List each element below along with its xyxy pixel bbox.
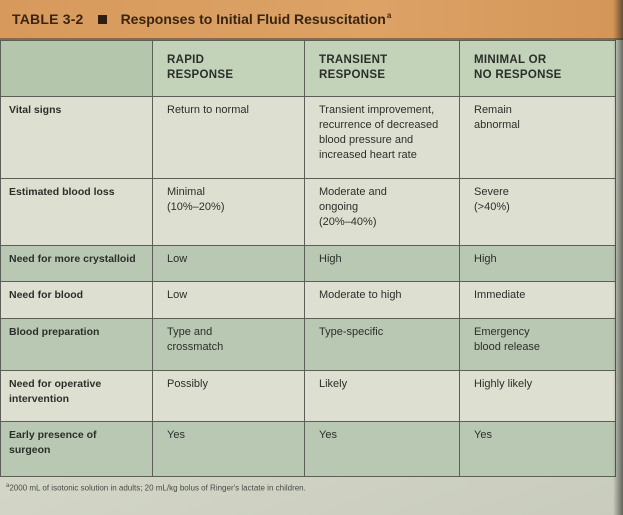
cell-line: Yes <box>474 429 492 441</box>
cell-line: recurrence of decreased <box>319 119 439 131</box>
cell-transient: Type-specific <box>304 318 460 371</box>
header-row: RAPID RESPONSE TRANSIENT RESPONSE MINIMA… <box>0 40 616 97</box>
header-line: RESPONSE <box>167 69 234 81</box>
cell-line: (>40%) <box>474 201 510 213</box>
row-label-need-for-operative-intervention: Need for operative intervention <box>0 370 153 422</box>
row-label-need-for-blood: Need for blood <box>0 281 153 319</box>
cell-transient: Transient improvement, recurrence of dec… <box>304 96 460 179</box>
cell-line: Low <box>167 289 188 301</box>
cell-line: Low <box>167 253 188 265</box>
table-title: Responses to Initial Fluid Resuscitation… <box>121 11 392 27</box>
cell-line: blood release <box>474 341 541 353</box>
cell-line: High <box>474 253 497 265</box>
cell-transient: Yes <box>304 421 460 477</box>
cell-line: (20%–40%) <box>319 216 377 228</box>
row-label-line: Need for blood <box>9 289 84 301</box>
cell-rapid: Low <box>152 281 305 319</box>
row-label-blood-preparation: Blood preparation <box>0 318 153 371</box>
row-label-line: surgeon <box>9 444 51 456</box>
header-line: RAPID <box>167 54 205 66</box>
header-line: MINIMAL OR <box>474 54 547 66</box>
cell-line: Return to normal <box>167 104 249 116</box>
cell-line: Minimal <box>167 186 205 198</box>
row-label-line: Need for operative <box>9 378 102 390</box>
table-row: Estimated blood loss Minimal (10%–20%) M… <box>0 178 616 246</box>
cell-minimal: Immediate <box>459 281 616 319</box>
row-label-line: Early presence of <box>9 429 97 441</box>
cell-rapid: Possibly <box>152 370 305 422</box>
table-row: Need for more crystalloid Low High High <box>0 245 616 282</box>
table-row: Need for blood Low Moderate to high Imme… <box>0 281 616 319</box>
header-line: TRANSIENT <box>319 54 388 66</box>
row-label-estimated-blood-loss: Estimated blood loss <box>0 178 153 246</box>
square-bullet-icon <box>97 14 107 24</box>
table-row: Early presence of surgeon Yes Yes Yes <box>0 421 616 477</box>
cell-transient: Likely <box>304 370 460 422</box>
cell-rapid: Minimal (10%–20%) <box>152 178 305 246</box>
cell-line: abnormal <box>474 119 520 131</box>
cell-rapid: Type and crossmatch <box>152 318 305 371</box>
cell-line: Type-specific <box>319 326 384 338</box>
cell-transient: Moderate to high <box>304 281 460 319</box>
cell-minimal: Severe (>40%) <box>459 178 616 246</box>
cell-line: Moderate to high <box>319 289 402 301</box>
table-row: Blood preparation Type and crossmatch Ty… <box>0 318 616 371</box>
cell-line: Remain <box>474 104 512 116</box>
cell-line: Yes <box>167 429 185 441</box>
cell-line: Possibly <box>167 378 208 390</box>
cell-line: Likely <box>319 378 348 390</box>
header-line: NO RESPONSE <box>474 69 562 81</box>
row-label-line: Estimated blood loss <box>9 186 115 198</box>
fluid-response-table: RAPID RESPONSE TRANSIENT RESPONSE MINIMA… <box>0 40 616 477</box>
header-minimal-response: MINIMAL OR NO RESPONSE <box>459 40 616 97</box>
cell-line: Type and <box>167 326 213 338</box>
cell-line: High <box>319 253 342 265</box>
table-number: TABLE 3-2 <box>12 11 84 27</box>
header-line: RESPONSE <box>319 69 386 81</box>
cell-line: Transient improvement, <box>319 104 435 116</box>
cell-line: increased heart rate <box>319 149 417 161</box>
footnote-text: 2000 mL of isotonic solution in adults; … <box>9 483 306 493</box>
row-label-early-presence-of-surgeon: Early presence of surgeon <box>0 421 153 477</box>
header-transient-response: TRANSIENT RESPONSE <box>304 40 460 97</box>
cell-line: Immediate <box>474 289 526 301</box>
cell-line: crossmatch <box>167 341 224 353</box>
cell-rapid: Yes <box>152 421 305 477</box>
cell-line: ongoing <box>319 201 359 213</box>
row-label-need-for-crystalloid: Need for more crystalloid <box>0 245 153 282</box>
cell-minimal: Highly likely <box>459 370 616 422</box>
title-footnote-marker: a <box>386 11 392 21</box>
row-label-vital-signs: Vital signs <box>0 96 153 179</box>
cell-transient: Moderate and ongoing (20%–40%) <box>304 178 460 246</box>
row-label-line: Vital signs <box>9 104 62 116</box>
table-title-bar: TABLE 3-2 Responses to Initial Fluid Res… <box>0 0 623 40</box>
cell-line: blood pressure and <box>319 134 414 146</box>
cell-minimal: Yes <box>459 421 616 477</box>
cell-line: Severe <box>474 186 509 198</box>
cell-line: Emergency <box>474 326 530 338</box>
cell-transient: High <box>304 245 460 282</box>
page-edge-shadow <box>613 0 623 515</box>
table-row: Need for operative intervention Possibly… <box>0 370 616 422</box>
cell-line: Moderate and <box>319 186 387 198</box>
table-footnote: a2000 mL of isotonic solution in adults;… <box>6 483 606 493</box>
cell-minimal: Emergency blood release <box>459 318 616 371</box>
cell-line: Yes <box>319 429 337 441</box>
table-title-text: Responses to Initial Fluid Resuscitation <box>120 11 386 27</box>
cell-minimal: High <box>459 245 616 282</box>
cell-minimal: Remain abnormal <box>459 96 616 179</box>
cell-line: (10%–20%) <box>167 201 225 213</box>
row-label-line: intervention <box>9 393 70 405</box>
row-label-line: Need for more crystalloid <box>9 253 136 265</box>
header-rapid-response: RAPID RESPONSE <box>152 40 305 97</box>
cell-rapid: Low <box>152 245 305 282</box>
table-row: Vital signs Return to normal Transient i… <box>0 96 616 179</box>
header-blank-cell <box>0 40 153 97</box>
row-label-line: Blood preparation <box>9 326 100 338</box>
footnote-marker: a <box>6 483 10 489</box>
cell-line: Highly likely <box>474 378 533 390</box>
cell-rapid: Return to normal <box>152 96 305 179</box>
